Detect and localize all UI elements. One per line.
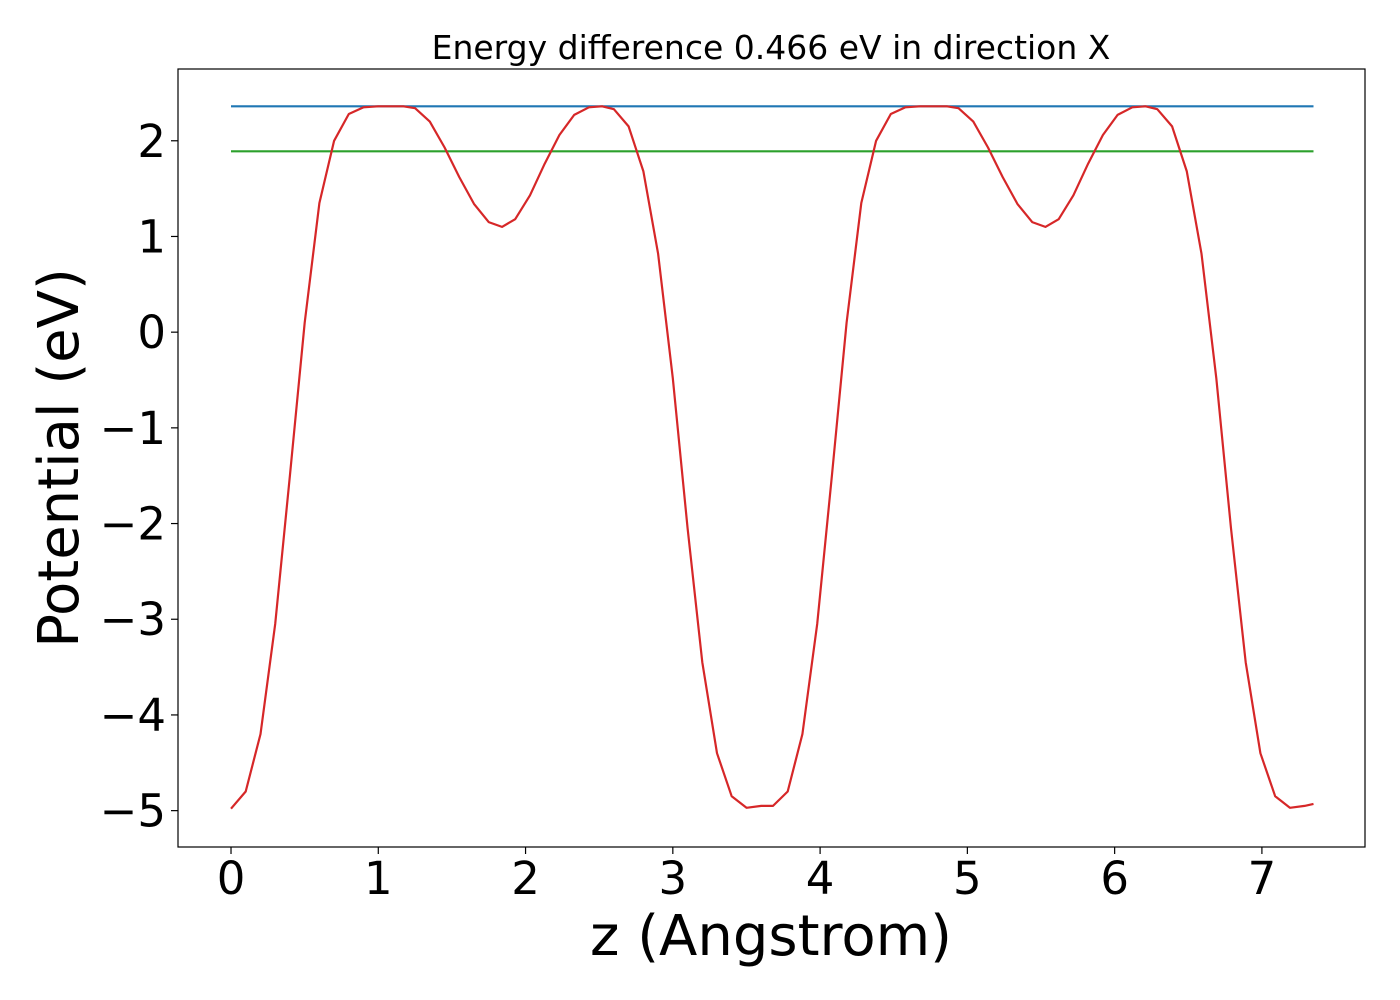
x-tick-label: 7 (1248, 852, 1277, 905)
y-tick-label: −5 (100, 785, 166, 838)
x-tick-label: 1 (364, 852, 393, 905)
y-tick-label: −2 (100, 498, 166, 551)
y-tick-label: −3 (100, 593, 166, 646)
y-tick-label: −1 (100, 402, 166, 455)
y-tick-label: −4 (100, 689, 166, 742)
y-tick-label: 2 (137, 115, 166, 168)
x-axis-ticks: 0 1 2 3 4 5 6 7 (217, 847, 1277, 905)
chart-title: Energy difference 0.466 eV in direction … (432, 28, 1111, 67)
y-tick-label: 0 (137, 306, 166, 359)
x-axis-label: z (Angstrom) (590, 904, 952, 969)
x-tick-label: 2 (511, 852, 540, 905)
x-tick-label: 4 (806, 852, 835, 905)
x-tick-label: 5 (953, 852, 982, 905)
y-tick-label: 1 (137, 210, 166, 263)
x-tick-label: 6 (1100, 852, 1129, 905)
y-axis-ticks: −5 −4 −3 −2 −1 0 1 2 (100, 115, 178, 838)
series-layer (230, 105, 1314, 810)
x-tick-label: 0 (217, 852, 246, 905)
y-axis-label: Potential (eV) (27, 268, 92, 648)
x-tick-label: 3 (659, 852, 688, 905)
series-line-2 (230, 105, 1314, 810)
plot-area (177, 68, 1366, 848)
